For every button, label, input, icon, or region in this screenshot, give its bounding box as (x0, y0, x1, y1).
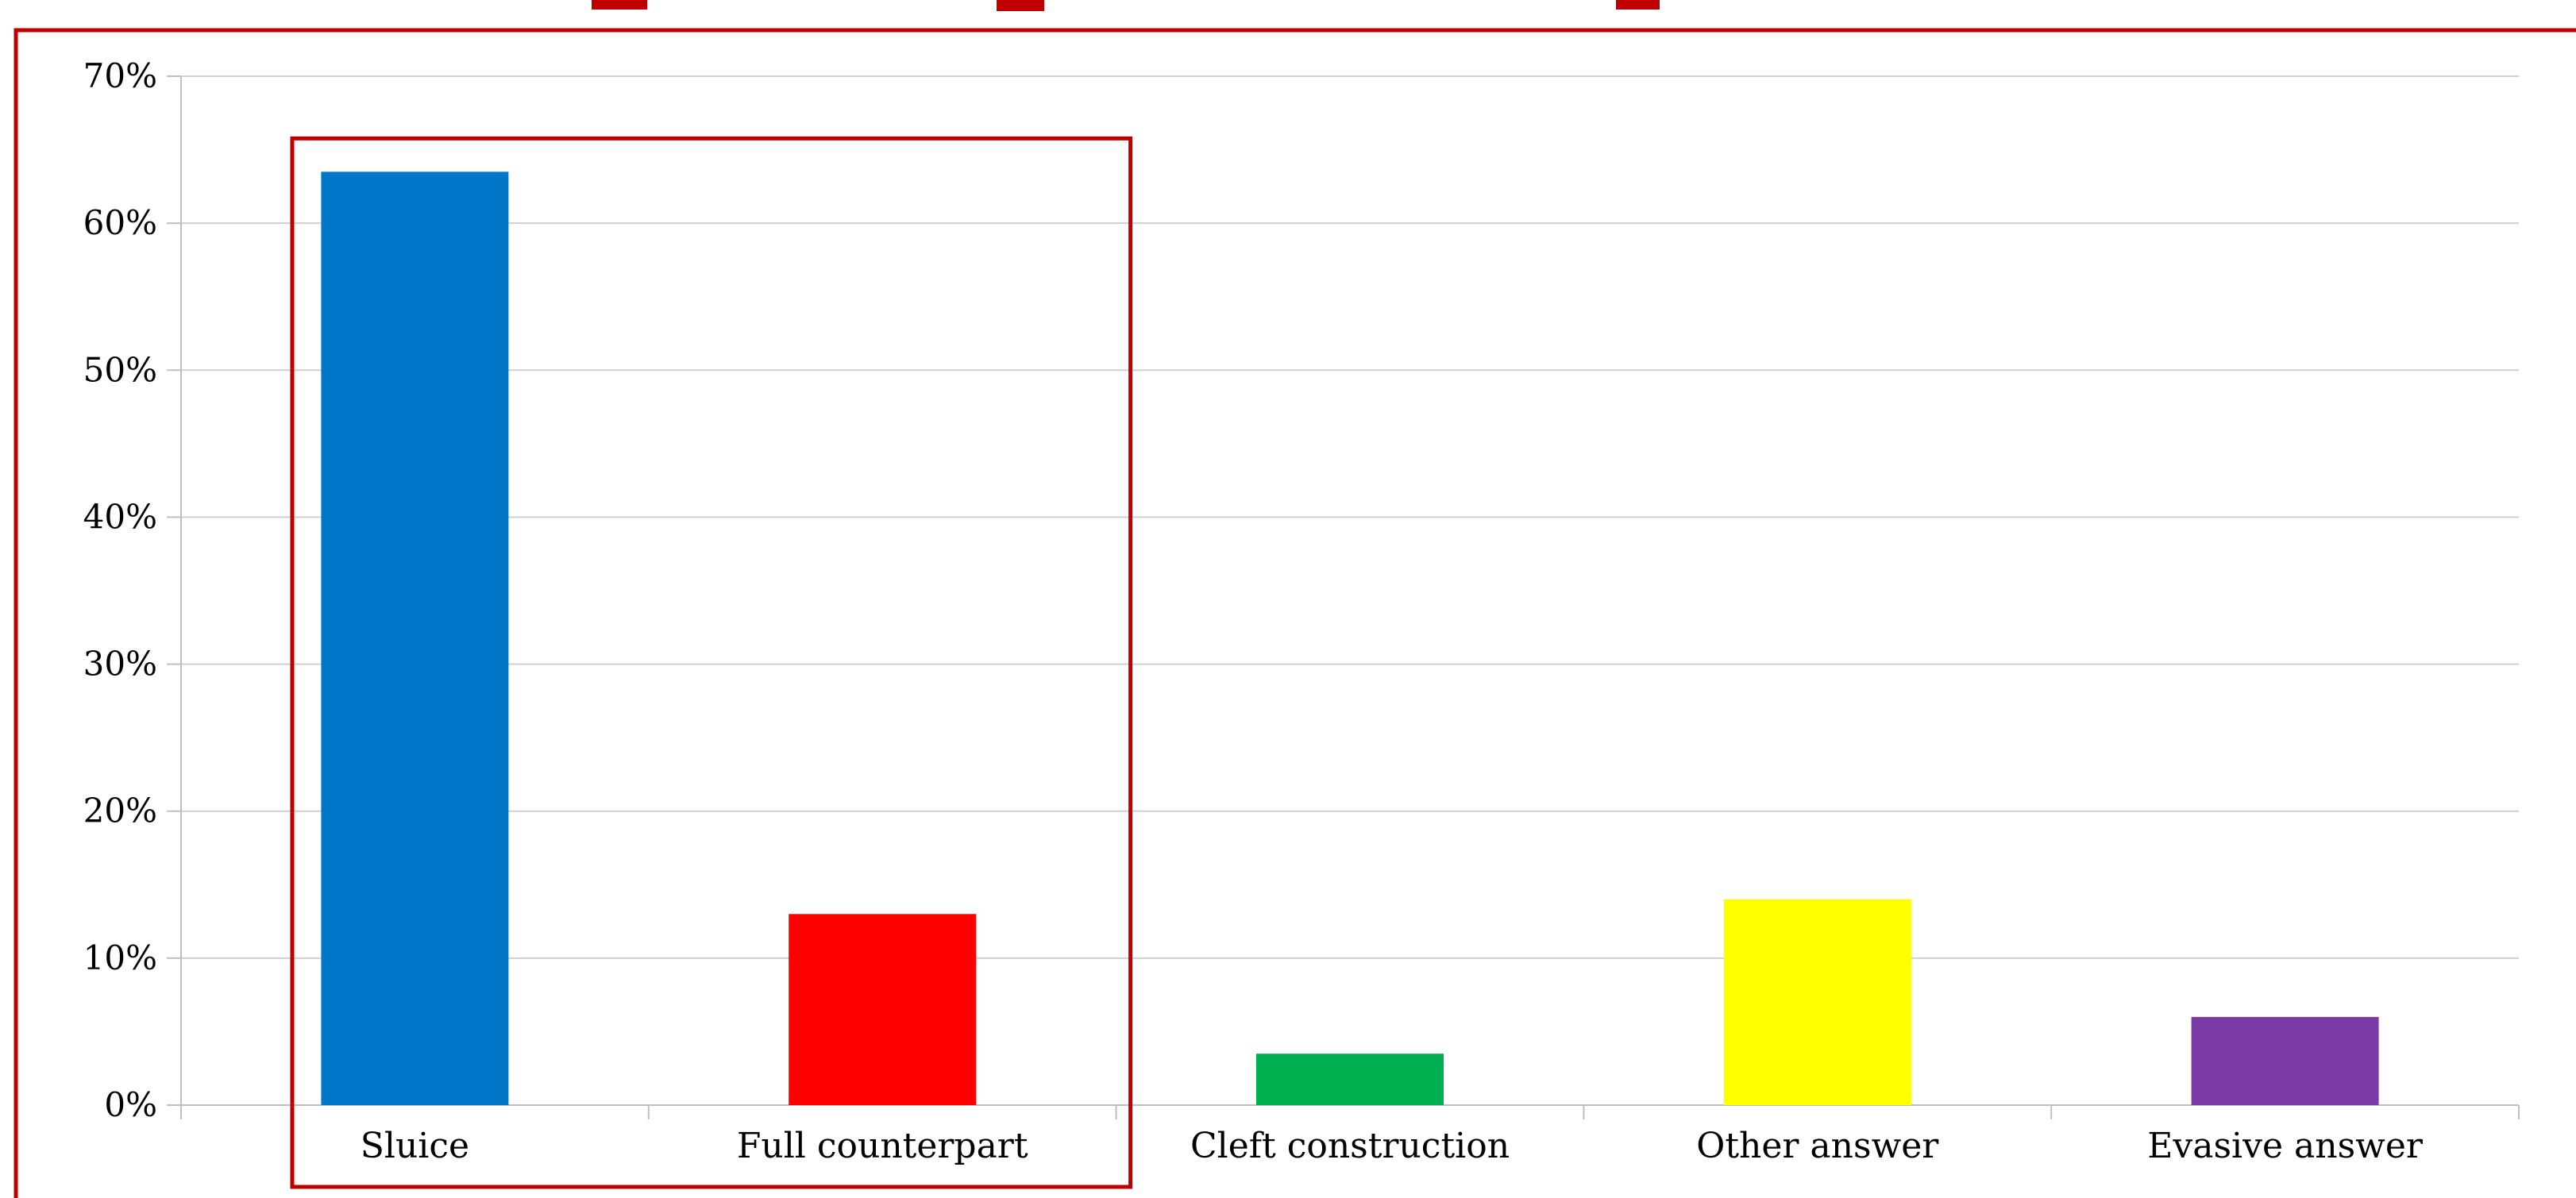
y-tick-label: 60% (83, 203, 157, 242)
gridlines (181, 75, 2519, 959)
highlight-rectangle (290, 136, 1133, 1189)
bar-other-answer (1723, 899, 1911, 1105)
bar-evasive-answer (2191, 1016, 2379, 1105)
x-category-label: Full counterpart (737, 1126, 1028, 1166)
title-fragment (592, 0, 1660, 11)
y-tick-label: 70% (83, 56, 157, 95)
y-tick-label: 30% (83, 645, 157, 684)
x-category-label: Evasive answer (2147, 1126, 2424, 1166)
bar-full-counterpart (789, 914, 977, 1105)
labels: 0% 10% 20% 30% 40% 50% 60% 70% Sluice Full counte… (83, 56, 2424, 1166)
y-tick-label: 10% (83, 938, 157, 977)
bar-cleft-construction (1256, 1054, 1444, 1105)
axes (167, 75, 2520, 1119)
outer-frame (13, 28, 2576, 1198)
y-tick-label: 40% (83, 497, 157, 536)
y-tick-label: 50% (83, 350, 157, 389)
bars (321, 171, 2379, 1105)
x-category-label: Cleft construction (1190, 1126, 1510, 1166)
highlight-box (290, 136, 1133, 1189)
bar-sluice (321, 171, 509, 1105)
y-tick-label: 20% (83, 792, 157, 830)
y-tick-label: 0% (104, 1085, 157, 1124)
x-category-label: Sluice (361, 1126, 469, 1166)
x-category-label: Other answer (1696, 1126, 1939, 1166)
